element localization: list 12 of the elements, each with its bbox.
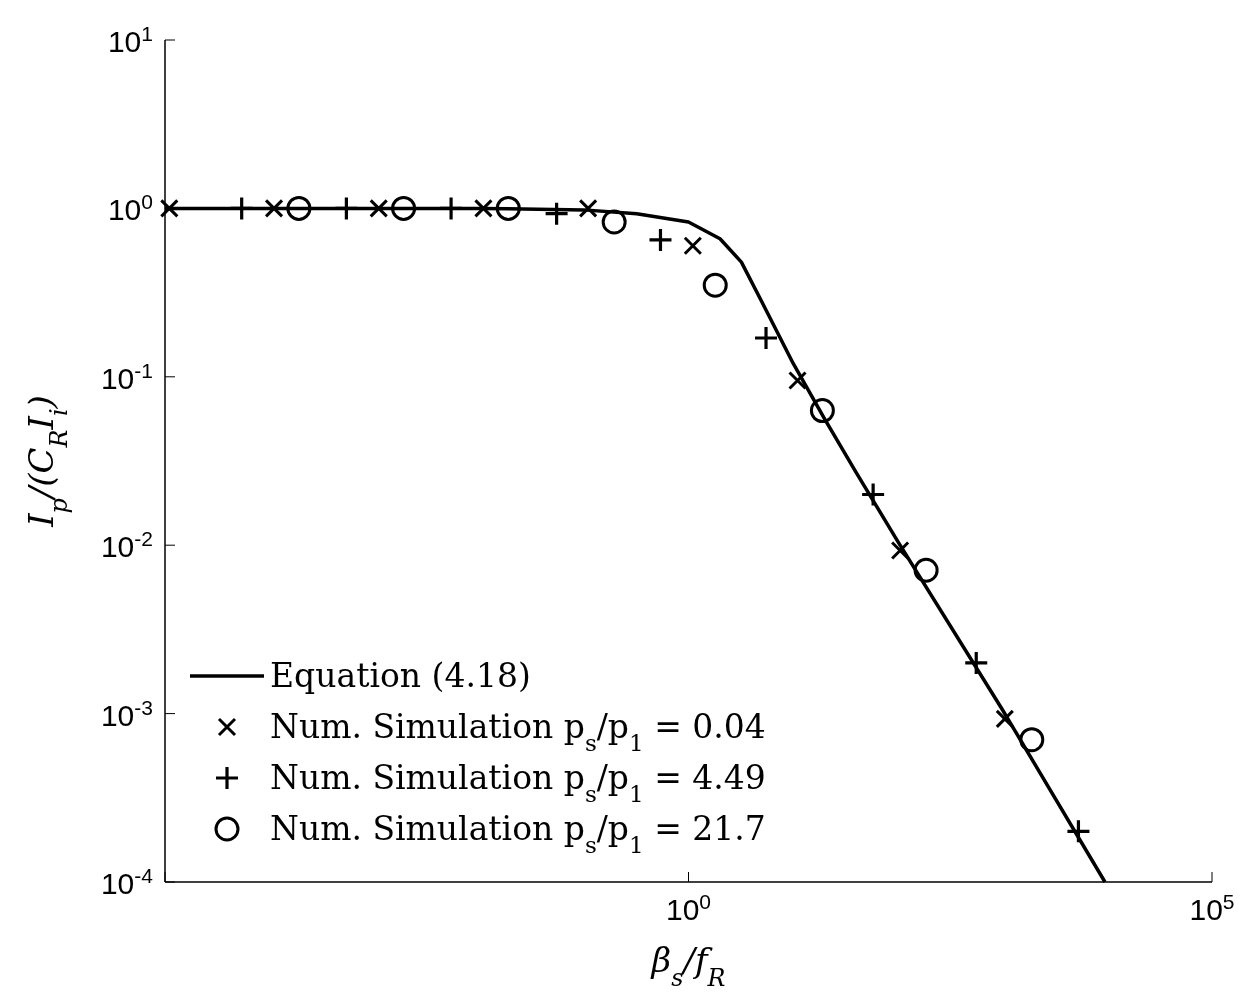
y-tick-label: 10$^{-3}$	[100, 695, 153, 732]
y-tick-label: 10$^{-2}$	[100, 526, 153, 564]
legend-label: Equation (4.18)	[270, 656, 531, 695]
x-axis-title: β$_{s}$/f$_{R}$	[649, 940, 726, 992]
y-tick-label: 10$^{-1}$	[100, 358, 153, 395]
y-tick-label: 10$^{1}$	[107, 21, 153, 58]
x-tick-label: 10$^{5}$	[1189, 889, 1235, 926]
y-tick-label: 10$^{-4}$	[100, 863, 154, 900]
legend-label: Num. Simulation p$_{s}$/p$_{1}$ = 4.49	[270, 758, 766, 807]
legend-label: Num. Simulation p$_{s}$/p$_{1}$ = 21.7	[270, 809, 766, 858]
legend-label: Num. Simulation p$_{s}$/p$_{1}$ = 0.04	[270, 707, 766, 756]
y-tick-label: 10$^{0}$	[107, 189, 153, 227]
